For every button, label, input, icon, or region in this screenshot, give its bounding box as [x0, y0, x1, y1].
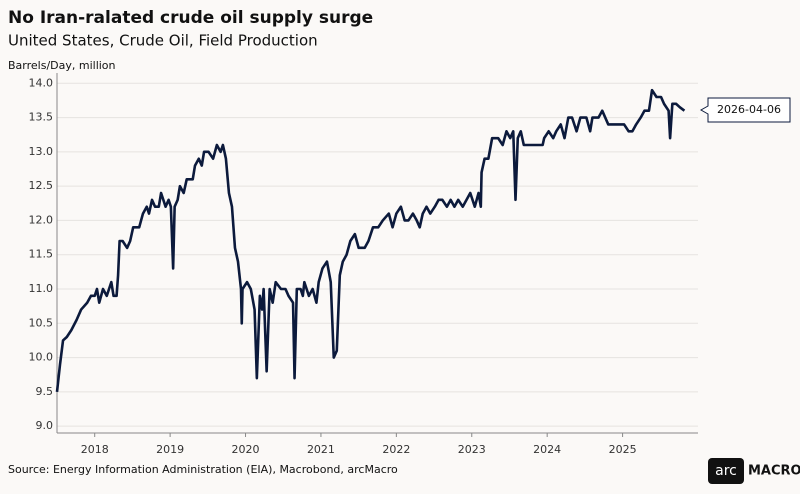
x-tick-label: 2025 — [609, 443, 637, 456]
y-tick-label: 12.5 — [29, 179, 54, 192]
logo-box — [708, 458, 744, 484]
y-tick-label: 13.0 — [29, 145, 54, 158]
annotation: 2026-04-06 — [717, 103, 781, 116]
y-tick-label: 13.5 — [29, 111, 54, 124]
y-tick-label: 10.0 — [29, 351, 54, 364]
x-tick-label: 2022 — [382, 443, 410, 456]
line-series — [55, 88, 686, 393]
logo-left: arc — [715, 463, 737, 479]
x-tick-label: 2020 — [232, 443, 260, 456]
y-tick-label: 10.5 — [29, 316, 54, 329]
y-tick-label: 11.5 — [29, 248, 54, 261]
x-tick-label: 2023 — [458, 443, 486, 456]
annotation-box — [699, 97, 791, 123]
y-tick-label: 9.0 — [36, 419, 54, 432]
source: Source: Energy Information Administratio… — [8, 463, 398, 476]
logo-right: MACRO — [748, 464, 800, 479]
y-tick-label: 12.0 — [29, 213, 54, 226]
chart-subtitle: United States, Crude Oil, Field Producti… — [8, 32, 318, 50]
x-tick-label: 2021 — [307, 443, 335, 456]
chart-title: No Iran-ralated crude oil supply surge — [8, 8, 373, 28]
x-tick-label: 2018 — [81, 443, 109, 456]
y-axis-label: Barrels/Day, million — [8, 59, 116, 72]
x-tick-label: 2019 — [156, 443, 184, 456]
y-tick-label: 14.0 — [29, 76, 54, 89]
x-tick-label: 2024 — [533, 443, 561, 456]
y-tick-label: 9.5 — [36, 385, 54, 398]
y-tick-label: 11.0 — [29, 282, 54, 295]
